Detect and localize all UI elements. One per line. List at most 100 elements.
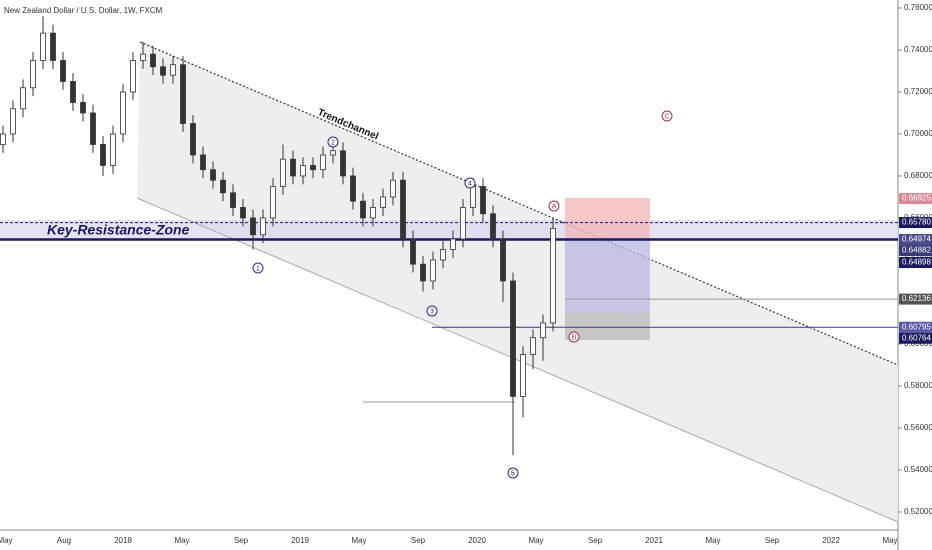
candle-body [70, 81, 76, 103]
chart-title: New Zealand Dollar / U.S. Dollar, 1W, FX… [4, 6, 163, 15]
candle-body [60, 60, 66, 82]
x-tick-label: May [705, 536, 720, 545]
wave-circle [327, 136, 339, 148]
candle-body [330, 150, 336, 156]
risk-box [565, 240, 650, 313]
channel-top [139, 41, 899, 366]
candle-body [110, 133, 116, 166]
y-tick-label: 0.74000 [904, 45, 932, 54]
candle-body [160, 66, 166, 76]
wave-label: B [572, 334, 577, 341]
x-tick-label: Sep [234, 536, 249, 545]
candle-body [400, 179, 406, 240]
wave-circle [426, 305, 438, 317]
x-tick-label: Sep [588, 536, 603, 545]
candle-body [150, 53, 156, 68]
x-tick-label: 2020 [468, 536, 486, 545]
candle-body [380, 196, 386, 208]
candle-body [410, 238, 416, 265]
candle-body [420, 263, 426, 282]
candle-body [90, 112, 96, 145]
wave-circle [464, 177, 476, 189]
candle-body [370, 207, 376, 219]
price-label: 0.62136 [902, 294, 931, 303]
price-label: 0.60795 [902, 322, 931, 331]
price-label-box [899, 293, 932, 305]
price-label-box [899, 321, 932, 333]
x-tick-label: Sep [765, 536, 780, 545]
candle-body [0, 133, 6, 145]
trend-channel [137, 42, 898, 522]
candle-body [460, 207, 466, 240]
candle-body [220, 179, 226, 194]
wave-label: 2 [331, 139, 335, 146]
price-label: 0.60764 [902, 333, 931, 342]
x-tick-label: May [528, 536, 543, 545]
candle-body [500, 238, 506, 282]
x-tick-label: May [0, 536, 13, 545]
price-label: 0.66925 [902, 194, 931, 203]
candle-body [360, 200, 366, 219]
price-label: 0.64882 [902, 246, 931, 255]
x-tick-label: May [174, 536, 189, 545]
candle-body [210, 169, 216, 181]
candle-body [540, 322, 546, 339]
candle-body [550, 228, 556, 324]
candle-body [180, 64, 186, 124]
price-label-box [899, 234, 932, 246]
candle-body [250, 217, 256, 236]
y-tick-label: 0.68000 [904, 171, 932, 180]
candle-body [260, 217, 266, 236]
wave-label: 1 [256, 265, 260, 272]
price-label: 0.64898 [902, 258, 931, 267]
x-tick-label: Sep [411, 536, 426, 545]
candle-body [170, 64, 176, 76]
candle-body [530, 337, 536, 355]
x-tick-label: May [882, 536, 897, 545]
y-tick-label: 0.70000 [904, 129, 932, 138]
candle-body [310, 165, 316, 171]
x-tick-label: 2022 [822, 536, 840, 545]
candle-body [100, 144, 106, 166]
candle-body [490, 213, 496, 240]
candle-body [480, 186, 486, 215]
candle-body [50, 32, 56, 61]
price-label-box [899, 217, 932, 229]
y-tick-label: 0.56000 [904, 423, 932, 432]
candle-body [350, 175, 356, 202]
candle-body [270, 186, 276, 219]
wave-circle [507, 467, 519, 479]
wave-label: A [552, 203, 557, 210]
wave-circle [661, 110, 673, 122]
y-tick-label: 0.76000 [904, 3, 932, 12]
wave-circle [568, 331, 580, 343]
y-tick-label: 0.58000 [904, 381, 932, 390]
candle-body [320, 154, 326, 171]
price-label-box [899, 257, 932, 269]
zone-label: Key-Resistance-Zone [47, 222, 190, 238]
candle-body [450, 238, 456, 250]
candle-body [510, 280, 516, 397]
price-label-box [899, 332, 932, 344]
channel-bottom [136, 197, 899, 523]
candle-body [470, 186, 476, 208]
x-tick-label: May [351, 536, 366, 545]
wave-circle [252, 262, 264, 274]
y-tick-label: 0.52000 [904, 507, 932, 516]
candle-body [290, 158, 296, 177]
candle-body [430, 259, 436, 282]
candle-body [80, 102, 86, 114]
candle-body [240, 207, 246, 219]
wave-label: 3 [430, 308, 434, 315]
wave-label: 4 [468, 180, 472, 187]
x-tick-label: 2018 [114, 536, 132, 545]
y-tick-label: 0.54000 [904, 465, 932, 474]
candle-body [130, 60, 136, 93]
price-label: 0.64974 [902, 235, 931, 244]
x-tick-label: 2019 [291, 536, 309, 545]
candle-body [280, 158, 286, 187]
candle-body [10, 108, 16, 135]
candle-body [440, 249, 446, 261]
price-label: 0.65780 [902, 218, 931, 227]
